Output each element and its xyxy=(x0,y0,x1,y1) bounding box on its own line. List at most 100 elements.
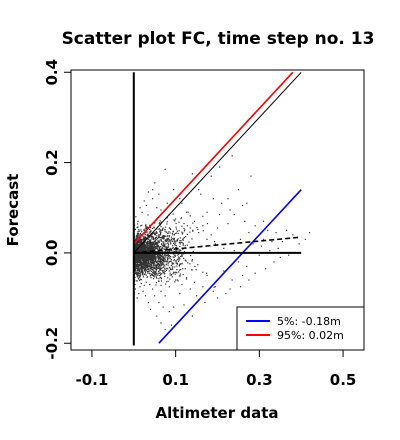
data-point xyxy=(137,255,139,258)
data-point xyxy=(136,246,139,249)
data-point xyxy=(181,283,183,286)
data-point xyxy=(229,288,231,290)
data-point xyxy=(159,239,161,241)
data-point xyxy=(145,246,147,249)
data-point xyxy=(184,268,186,270)
data-point xyxy=(148,264,150,267)
x-tick-label: -0.1 xyxy=(76,371,109,389)
data-point xyxy=(173,237,175,240)
data-point xyxy=(175,240,177,242)
data-point xyxy=(153,232,155,234)
data-point xyxy=(139,253,141,255)
data-point xyxy=(144,261,146,263)
data-point xyxy=(136,263,138,265)
data-point xyxy=(144,233,146,235)
data-point xyxy=(134,264,137,266)
data-point xyxy=(155,247,157,249)
data-point xyxy=(237,189,240,191)
data-point xyxy=(161,236,163,238)
data-point xyxy=(151,259,153,261)
data-point xyxy=(164,260,166,262)
data-point xyxy=(185,211,188,213)
data-point xyxy=(154,273,157,275)
data-point xyxy=(189,227,191,229)
data-point xyxy=(154,245,156,247)
95%-line xyxy=(133,71,294,245)
data-point xyxy=(135,267,137,269)
data-point xyxy=(168,311,170,313)
data-point xyxy=(175,245,178,247)
data-point xyxy=(163,244,165,246)
data-point xyxy=(279,256,281,259)
data-point xyxy=(166,257,168,259)
data-point xyxy=(159,253,161,255)
data-point xyxy=(158,193,160,195)
data-point xyxy=(139,264,141,267)
data-point xyxy=(159,257,161,259)
data-point xyxy=(137,245,139,247)
data-point xyxy=(176,262,178,264)
data-point xyxy=(134,244,137,246)
data-point xyxy=(139,255,142,258)
data-point xyxy=(162,266,164,268)
data-point xyxy=(150,277,152,279)
data-point xyxy=(144,260,146,263)
data-point xyxy=(139,234,141,236)
data-point xyxy=(137,258,139,260)
data-point xyxy=(163,243,165,245)
data-point xyxy=(147,255,150,257)
data-point xyxy=(151,237,153,239)
data-point xyxy=(152,267,155,269)
data-point xyxy=(242,274,244,277)
data-point xyxy=(153,264,155,267)
data-point xyxy=(147,272,149,274)
data-point xyxy=(146,255,148,258)
data-point xyxy=(168,235,170,237)
data-point xyxy=(159,230,161,232)
data-point xyxy=(159,265,161,267)
data-point xyxy=(175,260,178,262)
data-point xyxy=(165,281,168,283)
data-point xyxy=(139,238,141,240)
data-point xyxy=(141,247,143,249)
data-point xyxy=(173,254,175,256)
data-point xyxy=(144,237,146,240)
data-point xyxy=(136,262,139,264)
data-point xyxy=(153,270,155,273)
data-point xyxy=(176,269,178,271)
data-point xyxy=(152,198,154,200)
data-point xyxy=(177,256,180,258)
data-point xyxy=(175,226,177,228)
data-point xyxy=(159,255,161,257)
data-point xyxy=(153,263,155,265)
data-point xyxy=(144,245,147,248)
data-point xyxy=(275,231,277,234)
data-point xyxy=(175,254,177,256)
data-point xyxy=(187,211,189,213)
data-point xyxy=(155,268,157,270)
data-point xyxy=(150,270,152,273)
data-point xyxy=(139,261,142,263)
y-tick-label: 0.4 xyxy=(43,59,61,86)
data-point xyxy=(178,221,180,223)
data-point xyxy=(139,250,141,253)
data-point xyxy=(195,295,198,297)
data-point xyxy=(142,258,145,260)
data-point xyxy=(140,260,142,262)
data-point xyxy=(174,220,176,222)
data-point xyxy=(165,250,167,252)
data-point xyxy=(167,255,169,257)
data-point xyxy=(160,256,162,258)
data-point xyxy=(160,290,162,292)
data-point xyxy=(143,254,145,256)
data-point xyxy=(171,240,173,242)
data-point xyxy=(156,247,158,249)
data-point xyxy=(160,264,163,266)
data-point xyxy=(148,258,150,260)
data-point xyxy=(194,265,196,268)
data-point xyxy=(144,273,146,275)
data-point xyxy=(150,236,152,238)
data-point xyxy=(168,261,170,263)
data-point xyxy=(142,255,144,257)
